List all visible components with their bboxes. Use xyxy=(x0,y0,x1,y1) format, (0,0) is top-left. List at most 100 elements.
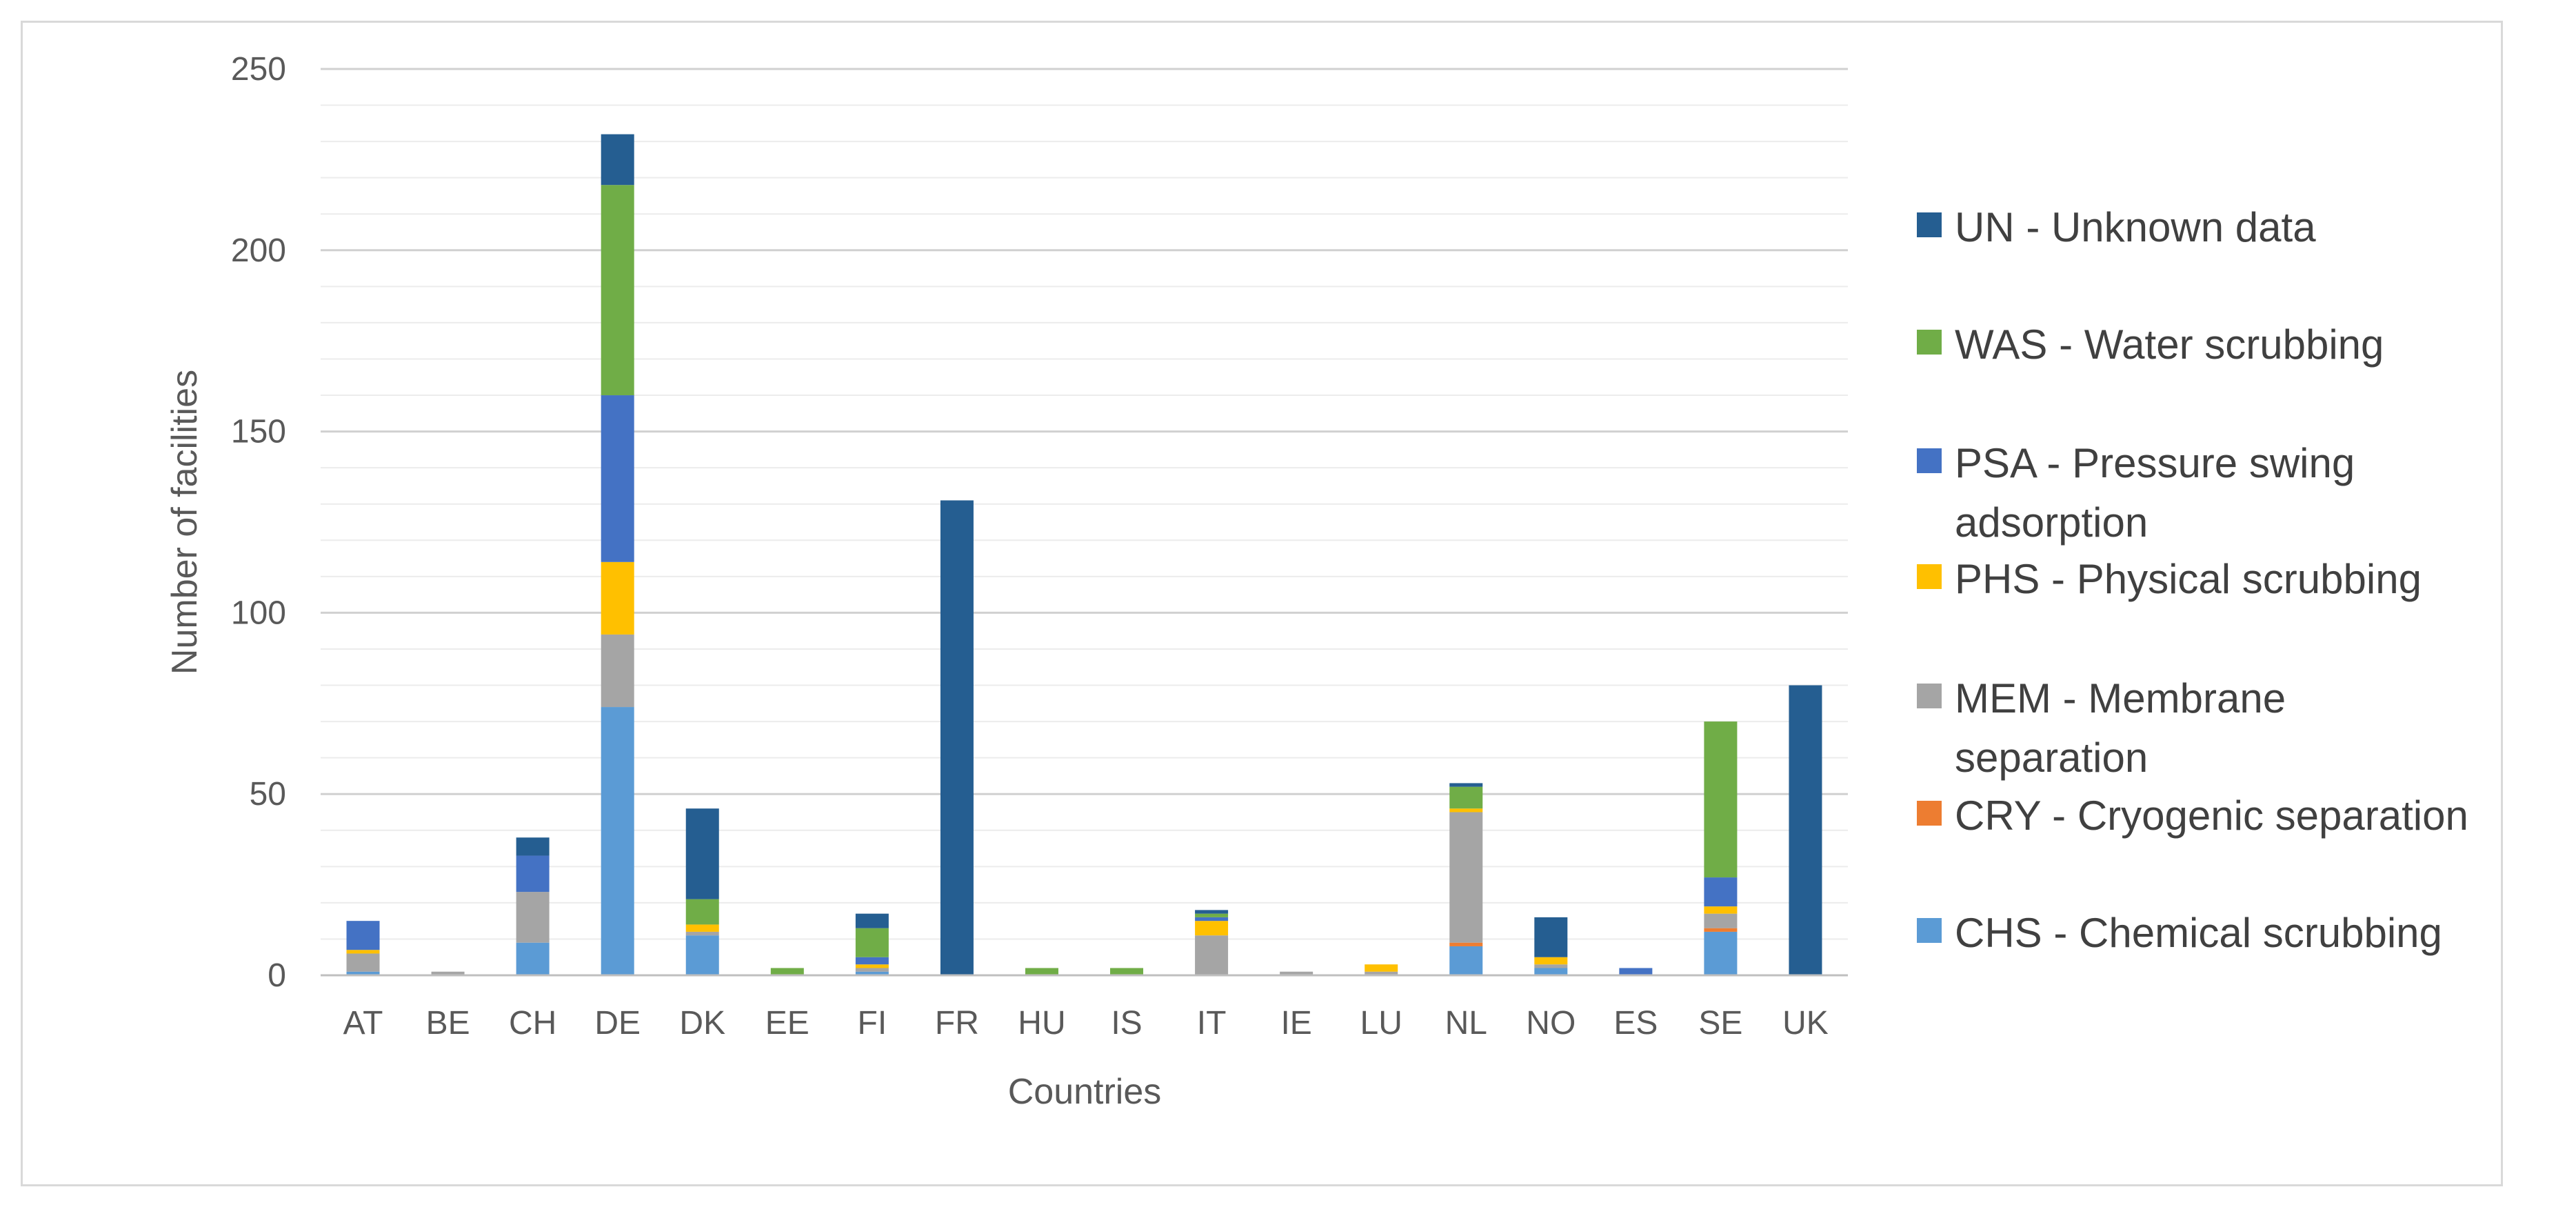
bar-ie-mem xyxy=(1280,971,1314,975)
bar-de-psa xyxy=(601,395,634,562)
bar-se-was xyxy=(1704,721,1738,878)
legend-swatch xyxy=(1917,564,1942,589)
bar-de-was xyxy=(601,185,634,396)
bar-it-was xyxy=(1195,913,1229,917)
bar-es-psa xyxy=(1619,968,1653,975)
x-tick-label: NO xyxy=(1526,1005,1576,1041)
x-tick-label: NL xyxy=(1445,1005,1487,1041)
bar-ch-chs xyxy=(516,942,550,975)
x-axis-title: Countries xyxy=(1008,1072,1162,1112)
bar-nl-was xyxy=(1449,786,1483,809)
x-tick-label: SE xyxy=(1698,1005,1742,1041)
legend-item: CHS - Chemical scrubbing xyxy=(1917,910,2442,956)
x-tick-label: DK xyxy=(679,1005,725,1041)
legend-label: MEM - Membrane xyxy=(1955,675,2286,721)
legend: UN - Unknown data WAS - Water scrubbing PS… xyxy=(1917,204,2468,956)
y-tick-label: 0 xyxy=(268,957,286,994)
bar-ch-un xyxy=(516,837,550,856)
bar-dk-was xyxy=(685,899,719,925)
bar-lu-mem xyxy=(1365,971,1398,975)
bar-no-mem xyxy=(1534,964,1568,968)
y-tick-label: 250 xyxy=(231,51,286,88)
bar-at-mem xyxy=(346,953,380,972)
x-tick-label: BE xyxy=(426,1005,470,1041)
legend-label: separation xyxy=(1955,735,2148,781)
bar-se-mem xyxy=(1704,913,1738,928)
x-tick-label: HU xyxy=(1018,1005,1065,1041)
y-tick-label: 150 xyxy=(231,414,286,450)
bar-de-mem xyxy=(601,634,634,708)
bar-fi-mem xyxy=(855,968,889,972)
bar-nl-cry xyxy=(1449,942,1483,946)
legend-swatch xyxy=(1917,684,1942,708)
bar-at-chs xyxy=(346,971,380,975)
legend-label: PHS - Physical scrubbing xyxy=(1955,556,2422,602)
legend-item: PHS - Physical scrubbing xyxy=(1917,556,2422,602)
gridlines xyxy=(321,68,1848,940)
bar-fi-chs xyxy=(855,971,889,975)
legend-label: WAS - Water scrubbing xyxy=(1955,321,2384,368)
y-axis-title: Number of facilities xyxy=(165,370,205,675)
bar-se-psa xyxy=(1704,877,1738,907)
legend-swatch xyxy=(1917,212,1942,237)
bar-fr-un xyxy=(940,500,974,975)
x-tick-label: FR xyxy=(935,1005,979,1041)
bar-no-un xyxy=(1534,917,1568,957)
chart-frame xyxy=(21,21,2503,1186)
bar-it-phs xyxy=(1195,921,1229,936)
legend-item: UN - Unknown data xyxy=(1917,204,2316,250)
legend-swatch xyxy=(1917,330,1942,355)
legend-label: CHS - Chemical scrubbing xyxy=(1955,910,2442,956)
legend-label: UN - Unknown data xyxy=(1955,204,2316,250)
legend-swatch xyxy=(1917,801,1942,826)
bar-lu-phs xyxy=(1365,964,1398,972)
x-tick-label: CH xyxy=(509,1005,556,1041)
x-tick-label: ES xyxy=(1613,1005,1658,1041)
axes: 0 50 100 150 200 250 AT BE CH DE DK EE FI FR HU IS IT IE L… xyxy=(231,51,1848,1041)
bar-de-phs xyxy=(601,561,634,635)
bar-se-chs xyxy=(1704,931,1738,975)
bar-nl-un xyxy=(1449,783,1483,787)
y-tick-label: 50 xyxy=(250,776,286,813)
bars xyxy=(346,134,1822,975)
bar-at-psa xyxy=(346,921,380,950)
legend-label: adsorption xyxy=(1955,499,2148,546)
bar-nl-phs xyxy=(1449,808,1483,813)
bar-uk-un xyxy=(1789,685,1822,975)
x-tick-label: IT xyxy=(1197,1005,1227,1041)
bar-de-chs xyxy=(601,707,634,975)
bar-fi-was xyxy=(855,928,889,957)
x-tick-label: UK xyxy=(1782,1005,1829,1041)
bar-fi-phs xyxy=(855,964,889,968)
x-tick-label: DE xyxy=(594,1005,641,1041)
bar-be-mem xyxy=(431,971,465,975)
bar-dk-mem xyxy=(685,931,719,936)
legend-label: PSA - Pressure swing xyxy=(1955,440,2355,486)
legend-label: CRY - Cryogenic separation xyxy=(1955,793,2468,839)
x-tick-label: IS xyxy=(1111,1005,1142,1041)
legend-item: MEM - Membrane separation xyxy=(1917,675,2286,781)
y-tick-label: 100 xyxy=(231,595,286,631)
bar-hu-was xyxy=(1025,968,1058,975)
bar-it-un xyxy=(1195,910,1229,914)
bar-se-cry xyxy=(1704,928,1738,932)
legend-item: CRY - Cryogenic separation xyxy=(1917,793,2468,839)
bar-dk-phs xyxy=(685,924,719,932)
x-tick-label: FI xyxy=(858,1005,887,1041)
bar-ee-was xyxy=(770,968,804,975)
legend-swatch xyxy=(1917,918,1942,943)
bar-se-phs xyxy=(1704,906,1738,914)
bar-it-mem xyxy=(1195,935,1229,975)
bar-ch-psa xyxy=(516,855,550,893)
legend-item: WAS - Water scrubbing xyxy=(1917,321,2384,368)
bar-nl-chs xyxy=(1449,946,1483,975)
bar-nl-mem xyxy=(1449,812,1483,943)
x-tick-label: AT xyxy=(343,1005,383,1041)
bar-dk-un xyxy=(685,808,719,899)
legend-swatch xyxy=(1917,448,1942,473)
bar-fi-un xyxy=(855,913,889,928)
legend-item: PSA - Pressure swing adsorption xyxy=(1917,440,2355,546)
x-tick-label: LU xyxy=(1360,1005,1402,1041)
bar-at-phs xyxy=(346,950,380,954)
